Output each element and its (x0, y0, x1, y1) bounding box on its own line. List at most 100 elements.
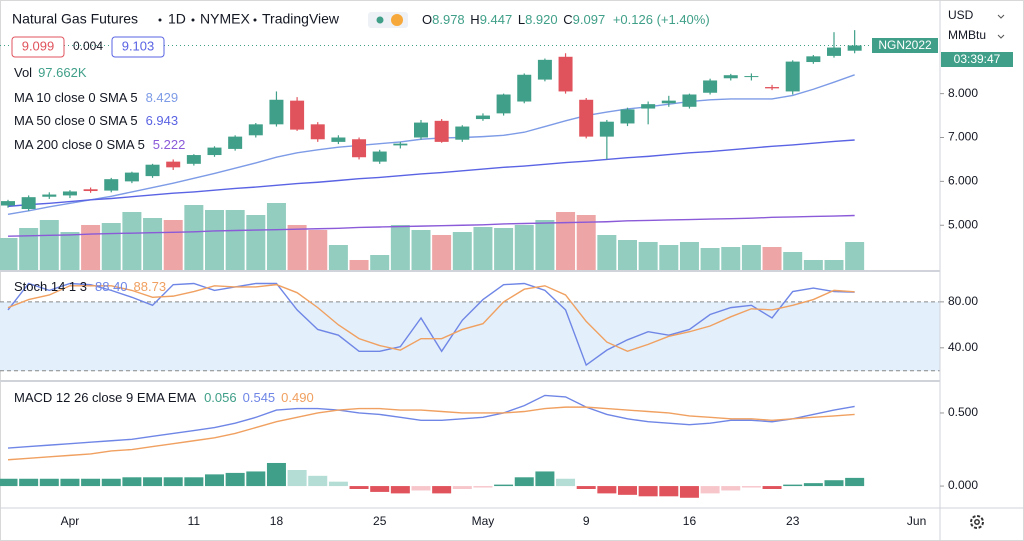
candle-body (186, 155, 201, 164)
currency[interactable]: USD (948, 8, 974, 22)
histogram-bar (39, 478, 59, 487)
sell-box[interactable] (11, 36, 65, 58)
candle-body (496, 94, 511, 114)
legend-value: 88.40 (95, 279, 128, 294)
chevron (997, 34, 1005, 39)
unit[interactable]: MMBtu (948, 28, 986, 42)
histogram-bar (845, 477, 865, 487)
y-tick-label: 7.000 (948, 130, 978, 144)
x-tick-label: 16 (683, 514, 697, 528)
ohlc-letter: H (470, 12, 479, 27)
histogram-bar (618, 486, 637, 495)
plot-layer (0, 30, 940, 498)
volume-bar (370, 255, 390, 270)
candle-body (455, 126, 470, 140)
volume-bar (308, 230, 328, 270)
series-line (7, 74, 855, 215)
histogram-bar (721, 486, 741, 491)
volume-bar (246, 215, 266, 270)
delay-icon (391, 14, 403, 26)
candle-body (21, 197, 36, 210)
ohlc-readout: O8.978 H9.447 L8.920 C9.097 +0.126 (+1.4… (422, 12, 710, 27)
separator-dot (253, 18, 257, 22)
volume-bar (411, 230, 431, 270)
candle-body (517, 74, 532, 102)
histogram-bar (328, 481, 348, 487)
volume-bar (0, 238, 18, 270)
histogram-bar (349, 486, 369, 489)
legend-value: 0.545 (243, 390, 276, 405)
histogram-bar (741, 486, 761, 488)
histogram-bar (411, 486, 431, 491)
volume-bar (81, 224, 101, 270)
volume-bar (452, 232, 472, 270)
histogram-bar (514, 477, 534, 487)
volume-bar (535, 220, 555, 270)
series-line (7, 139, 855, 208)
histogram-bar (287, 469, 307, 487)
volume-bar (721, 247, 741, 270)
legend-name: MA 10 close 0 SMA 5 (14, 90, 138, 105)
legend-value: 8.429 (146, 90, 179, 105)
volume-bar (328, 245, 348, 270)
legend-value: 0.056 (204, 390, 237, 405)
histogram-bar (101, 478, 121, 487)
volume-bar (700, 248, 720, 270)
legend-name: MACD 12 26 close 9 EMA EMA (14, 390, 196, 405)
candle-body (1, 201, 15, 206)
gear[interactable] (970, 515, 984, 529)
ma-legend: MA 50 close 0 SMA 5 6.943 (14, 113, 178, 128)
candle-body (269, 99, 284, 125)
candle-body (310, 124, 325, 140)
x-tick-label: 9 (583, 514, 590, 528)
candle-body (352, 139, 367, 158)
symbol-tag (872, 38, 938, 53)
candle-body (744, 76, 759, 78)
ohlc-value: 9.447 (480, 12, 513, 27)
source: TradingView (262, 11, 340, 27)
candle-body (785, 61, 800, 92)
candle-body (723, 75, 738, 79)
histogram-bar (597, 486, 617, 494)
separator-dot (158, 18, 162, 22)
candle-body (42, 194, 57, 197)
histogram-bar (308, 475, 328, 487)
legend-value: 88.73 (134, 279, 167, 294)
candle-body (414, 122, 428, 138)
volume-bar (659, 245, 679, 270)
candle-body (83, 189, 98, 192)
histogram-bar (494, 484, 514, 487)
volume-bar (143, 217, 163, 270)
candle-body (599, 121, 614, 137)
buy-box[interactable] (111, 36, 165, 58)
volume-bar (390, 224, 410, 270)
x-tick-label: 25 (373, 514, 387, 528)
volume-bar (556, 212, 576, 270)
volume-bar (576, 215, 596, 270)
volume-bar (597, 234, 617, 270)
ohlc-value: 9.097 (573, 12, 606, 27)
volume-bar (762, 247, 782, 270)
x-tick-label: 11 (188, 514, 201, 528)
countdown: 03:39:47 (954, 52, 1001, 66)
candle-body (537, 59, 552, 80)
volume-bar (19, 227, 39, 270)
candle-body (661, 100, 676, 104)
candle-body (765, 87, 780, 89)
candle-body (558, 56, 573, 92)
legend-name: Stoch 14 1 3 (14, 279, 87, 294)
series-line (7, 406, 855, 461)
settings-icon[interactable] (970, 515, 984, 529)
volume-bar (184, 205, 204, 270)
legend-value: 5.222 (153, 137, 186, 152)
histogram-bar (762, 486, 782, 489)
volume-bar (266, 203, 286, 270)
histogram-bar (370, 486, 390, 492)
volume-bar (803, 259, 823, 270)
candle-body (806, 56, 821, 63)
series-line (7, 394, 855, 449)
volume-bar (122, 212, 142, 270)
y-tick-label: 6.000 (948, 174, 978, 188)
macd-legend: MACD 12 26 close 9 EMA EMA 0.056 0.545 0.49… (14, 390, 314, 405)
legend-name: Vol (14, 65, 32, 80)
